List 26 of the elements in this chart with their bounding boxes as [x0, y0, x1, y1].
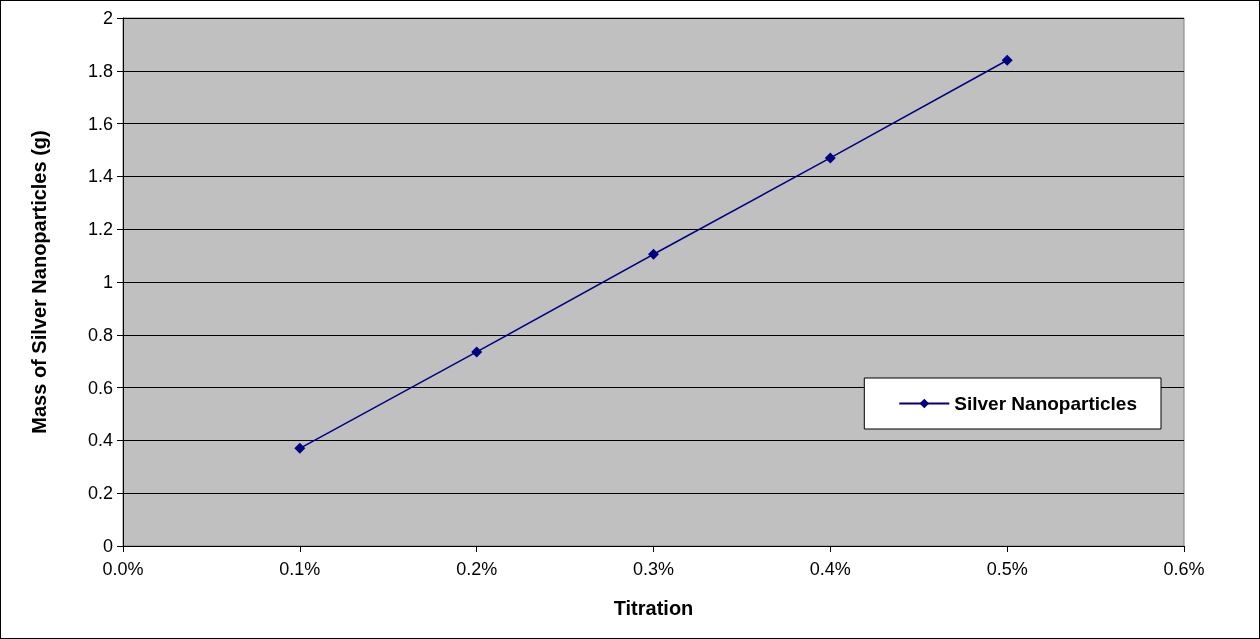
y-tick-label: 1.6: [87, 113, 113, 134]
x-tick-label: 0.2%: [456, 559, 498, 579]
point: [294, 442, 306, 454]
y-tick-label: 1.8: [87, 60, 113, 81]
x-axis-title: Titration: [613, 597, 694, 619]
y-axis-title: Mass of Silver Nanoparticles (g): [28, 130, 50, 434]
point: [1001, 54, 1013, 66]
x-tick-label: 0.3%: [632, 559, 675, 579]
point: [648, 248, 659, 260]
legend-label: Silver Nanoparticles: [954, 393, 1138, 414]
y-tick-label: 0.8: [87, 324, 113, 345]
x-tick-label: 0.5%: [986, 559, 1028, 579]
y-tick-label: 0.2: [87, 483, 113, 504]
y-tick-label: 2: [102, 8, 113, 28]
y-tick-label: 1.4: [87, 166, 113, 187]
y-tick-label: 1.2: [87, 219, 113, 240]
x-tick-label: 0.6%: [1163, 559, 1205, 579]
y-tick-label: 0: [102, 536, 113, 556]
point: [471, 346, 483, 358]
y-tick-label: 0.6: [87, 377, 113, 398]
point: [824, 152, 836, 164]
x-tick-label: 0.1%: [279, 559, 321, 579]
y-tick-label: 0.4: [87, 430, 113, 451]
y-tick-label: 1: [102, 272, 113, 292]
x-tick-label: 0.4%: [809, 559, 851, 579]
x-tick-label: 0.0%: [102, 559, 144, 579]
